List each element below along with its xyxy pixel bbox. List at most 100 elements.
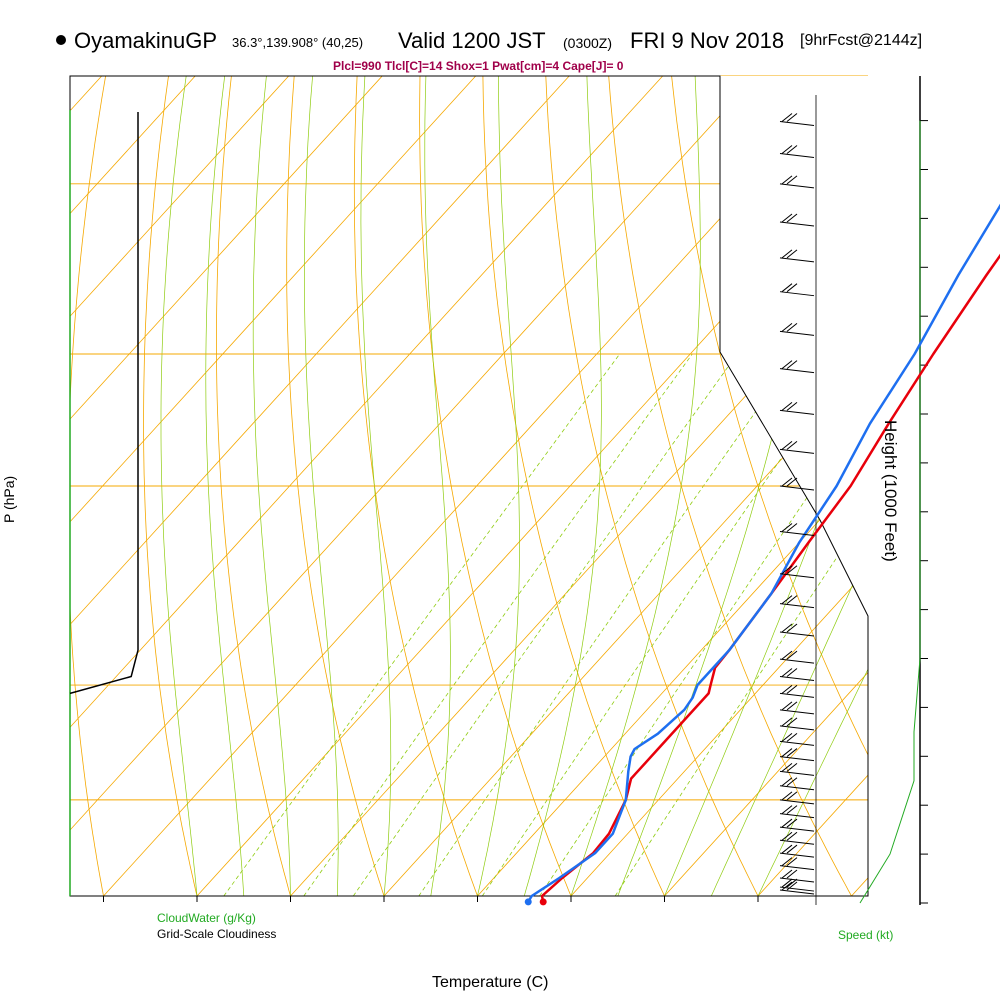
- wind-barb-staff: [779, 221, 815, 227]
- wind-barb-flag: [781, 701, 793, 711]
- wind-barb-staff: [779, 886, 815, 892]
- wind-barb-staff: [779, 631, 815, 637]
- wind-barb-flag: [781, 213, 793, 223]
- wind-barb-flag: [786, 623, 798, 633]
- temperature-line: [540, 253, 1000, 903]
- wind-barb-staff: [779, 448, 815, 454]
- mixing-ratio-line: [223, 353, 621, 896]
- wind-barb-flag: [786, 175, 798, 185]
- wind-barb-staff: [779, 770, 815, 776]
- wind-barb-staff: [779, 877, 815, 883]
- wind-barb: [779, 818, 815, 832]
- wind-barb-flag: [781, 441, 793, 450]
- dry-adiabat-line: [353, 76, 478, 896]
- wind-barb-flag: [786, 523, 798, 532]
- wind-barb-flag: [781, 523, 793, 532]
- wind-barb-flag: [786, 805, 798, 815]
- wind-barb-flag: [781, 401, 793, 411]
- wind-barb-staff: [779, 603, 815, 609]
- wind-barb-flag: [786, 831, 798, 841]
- wind-barb: [779, 881, 815, 895]
- wind-barb-flag: [786, 401, 798, 411]
- speed-axis-label: Speed (kt): [838, 928, 893, 942]
- wind-barb-staff: [779, 839, 815, 845]
- wind-barb-flag: [781, 477, 793, 487]
- wind-barb-flag: [786, 249, 798, 259]
- wind-barb: [779, 878, 815, 892]
- wind-barb-flag: [781, 791, 793, 801]
- isotherm-line: [70, 76, 196, 215]
- wind-barb-staff: [779, 368, 815, 374]
- dry-adiabat-line: [216, 76, 291, 896]
- dry-adiabat-line: [671, 76, 868, 756]
- moist-adiabat-line: [757, 668, 868, 896]
- wind-barb: [779, 857, 815, 871]
- moist-adiabat-line: [424, 76, 451, 896]
- wind-barb: [779, 650, 815, 664]
- wind-barb: [779, 831, 815, 845]
- wind-barb-flag: [786, 881, 798, 891]
- wind-barb: [779, 733, 815, 746]
- wind-barb: [779, 762, 815, 776]
- grid-cloudiness-label: Grid-Scale Cloudiness: [157, 927, 276, 941]
- moist-adiabat-line: [570, 76, 701, 896]
- wind-barb: [779, 283, 815, 297]
- wind-barb-staff: [779, 291, 815, 297]
- wind-barb-flag: [781, 748, 793, 757]
- moist-adiabat-line: [360, 76, 392, 896]
- station-marker-icon: [56, 35, 66, 45]
- wind-barb-flag: [781, 650, 793, 660]
- wind-barb-flag: [786, 791, 798, 801]
- wind-barb-flag: [781, 857, 793, 867]
- wind-barb-staff: [779, 531, 815, 537]
- plot-frame: [69, 75, 928, 905]
- wind-barb-flag: [786, 283, 798, 293]
- cloudiness-trace-line: [69, 112, 139, 695]
- wind-barb-staff: [779, 826, 815, 832]
- wind-barb: [779, 249, 815, 263]
- wind-barb-flag: [781, 878, 793, 888]
- wind-barb: [779, 523, 815, 537]
- wind-barb: [779, 717, 815, 731]
- wind-barb: [779, 113, 815, 127]
- isotherm-line: [70, 76, 383, 420]
- wind-barb-flag: [781, 565, 793, 575]
- wind-barb-flag: [786, 668, 798, 677]
- wind-barb-flag: [781, 113, 793, 122]
- moist-adiabat-line: [523, 76, 602, 896]
- wind-barb-staff: [779, 658, 815, 664]
- isotherm-line: [851, 877, 868, 896]
- dewpoint-line: [527, 203, 1000, 903]
- dry-adiabat-line: [986, 76, 1000, 896]
- wind-barb-flag: [781, 595, 793, 605]
- station-name: OyamakinuGP: [74, 28, 218, 53]
- dry-adiabat-line: [286, 76, 385, 896]
- wind-barb-flag: [781, 717, 793, 727]
- cloud-water-label: CloudWater (g/Kg): [157, 911, 256, 925]
- wind-barb-staff: [779, 865, 815, 871]
- wind-barb: [779, 477, 815, 491]
- dry-adiabat-line: [923, 76, 1000, 896]
- moist-adiabat-line: [664, 381, 868, 896]
- mixing-ratio-line: [418, 353, 797, 896]
- wind-barb-staff: [779, 485, 815, 491]
- wind-barb-flag: [786, 113, 798, 122]
- wind-barb-flag: [786, 818, 798, 828]
- wind-barb-staff: [779, 330, 815, 336]
- wind-barb-staff: [779, 676, 815, 682]
- valid-time-utc: (0300Z): [563, 35, 613, 51]
- wind-barb-flag: [786, 323, 798, 332]
- mixing-ratio-line: [303, 353, 693, 896]
- wind-barb-staff: [779, 409, 815, 415]
- wind-barb-staff: [779, 121, 815, 127]
- wind-barb-flag: [781, 685, 793, 694]
- wind-barb-flag: [786, 777, 798, 787]
- wind-barb: [779, 777, 815, 791]
- wind-barb-flag: [786, 441, 798, 450]
- wind-barb-flag: [786, 213, 798, 223]
- wind-barb-column: [779, 113, 815, 895]
- wind-barb-flag: [781, 145, 793, 154]
- wind-barb-staff: [779, 573, 815, 579]
- valid-time: Valid 1200 JST: [398, 28, 546, 53]
